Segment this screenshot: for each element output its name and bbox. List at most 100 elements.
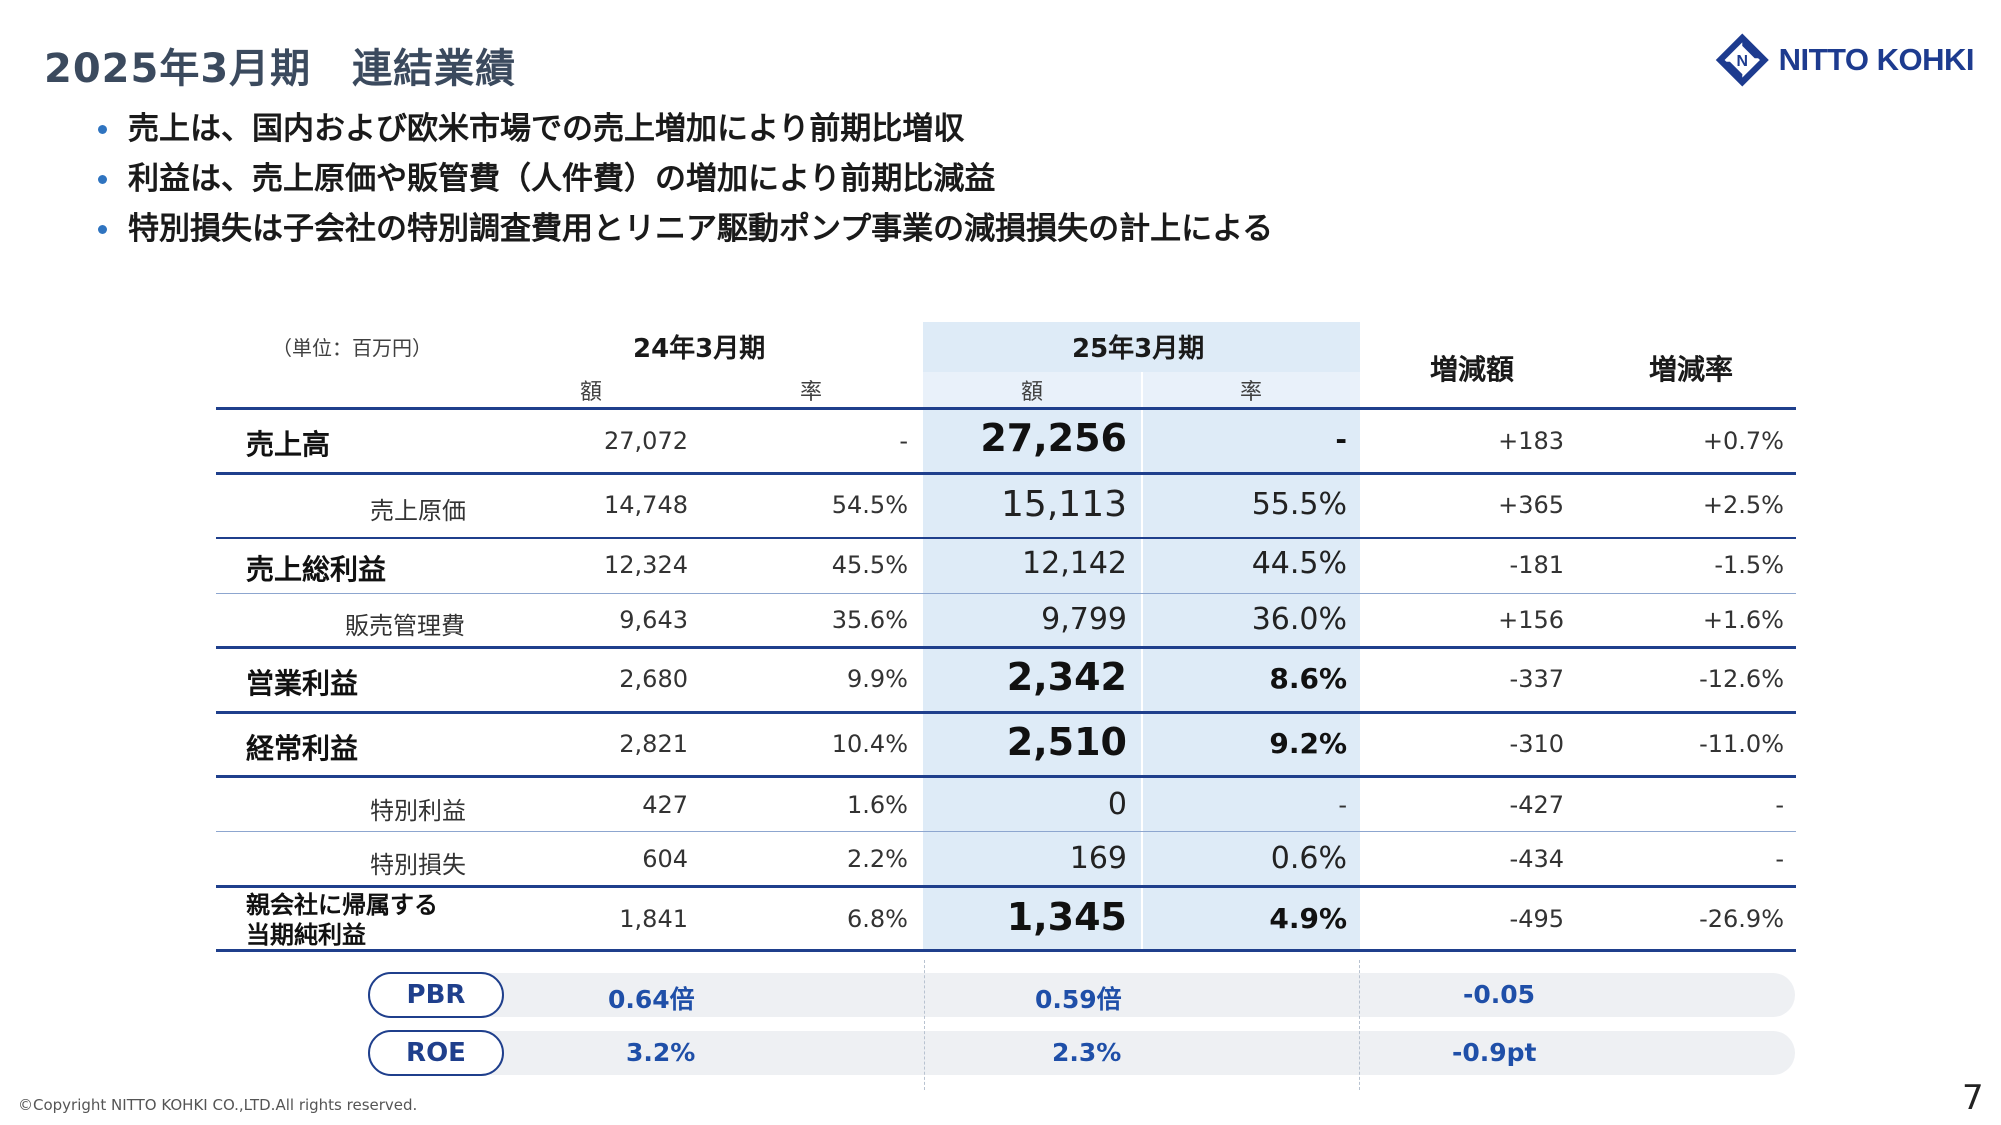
change-rate: -26.9% (1699, 905, 1784, 933)
prev-amount-header: 額 (580, 380, 603, 405)
prev-amount: 14,748 (604, 491, 688, 519)
curr-amount: 15,113 (1001, 484, 1127, 525)
row-label-net-income-line1: 親会社に帰属する (246, 891, 438, 919)
bullet-item: 売上は、国内および欧米市場での売上増加により前期比増収 (96, 104, 1273, 154)
curr-amount: 1,345 (1006, 895, 1127, 939)
prev-rate: - (899, 427, 908, 455)
table-rule (216, 646, 1796, 649)
summary-bullets: 売上は、国内および欧米市場での売上増加により前期比増収 利益は、売上原価や販管費… (96, 104, 1273, 254)
table-rule (216, 407, 1796, 410)
curr-amount: 0 (1107, 787, 1127, 822)
curr-rate: 44.5% (1251, 546, 1347, 581)
change-amount: -427 (1509, 791, 1564, 819)
prev-rate: 45.5% (831, 551, 908, 579)
prev-amount: 604 (642, 845, 688, 873)
row-label-extraordinary-loss: 特別損失 (370, 851, 466, 879)
roe-row-band (375, 1031, 1795, 1075)
roe-tag: ROE (368, 1030, 504, 1076)
pbr-prev: 0.64倍 (608, 985, 695, 1014)
change-amount: -310 (1509, 730, 1564, 758)
prev-amount: 1,841 (619, 905, 688, 933)
change-rate: +0.7% (1702, 427, 1784, 455)
pbr-tag: PBR (368, 972, 504, 1018)
change-rate: +1.6% (1702, 606, 1784, 634)
company-logo: N NITTO KOHKI (1714, 28, 1975, 92)
roe-change: -0.9pt (1452, 1038, 1537, 1067)
curr-amount: 2,510 (1006, 720, 1127, 764)
change-amount: -337 (1509, 665, 1564, 693)
prev-rate: 10.4% (831, 730, 908, 758)
curr-rate: - (1335, 423, 1347, 456)
change-rate: -11.0% (1699, 730, 1784, 758)
table-rule (216, 831, 1796, 832)
curr-amount-header: 額 (1021, 380, 1044, 405)
prev-amount: 2,680 (619, 665, 688, 693)
change-amount: +183 (1498, 427, 1564, 455)
logo-text: NITTO KOHKI (1778, 42, 1975, 77)
curr-rate: - (1338, 791, 1347, 819)
row-label-ordinary-profit: 経常利益 (246, 732, 359, 765)
curr-amount: 27,256 (980, 416, 1127, 460)
change-rate: -1.5% (1714, 551, 1784, 579)
change-rate: +2.5% (1702, 491, 1784, 519)
curr-rate: 8.6% (1269, 662, 1347, 695)
bullet-item: 特別損失は子会社の特別調査費用とリニア駆動ポンプ事業の減損損失の計上による (96, 204, 1273, 254)
roe-prev: 3.2% (626, 1038, 696, 1067)
change-amount-header: 増減額 (1430, 353, 1515, 386)
table-rule (216, 711, 1796, 714)
pbr-change: -0.05 (1463, 980, 1536, 1009)
page-title: 2025年3月期 連結業績 (44, 46, 517, 92)
page-number: 7 (1962, 1078, 1984, 1118)
change-amount: -434 (1509, 845, 1564, 873)
row-label-net-sales: 売上高 (246, 428, 331, 461)
curr-amount: 12,142 (1022, 546, 1127, 581)
curr-rate: 55.5% (1251, 487, 1347, 522)
unit-label: （単位：百万円） (272, 336, 432, 360)
prev-rate: 54.5% (831, 491, 908, 519)
metrics-divider (1359, 960, 1360, 1090)
row-label-operating-profit: 営業利益 (246, 667, 359, 700)
prev-rate: 9.9% (847, 665, 908, 693)
change-amount: +156 (1498, 606, 1564, 634)
row-label-gross-profit: 売上総利益 (246, 553, 387, 586)
change-amount: -181 (1509, 551, 1564, 579)
row-label-net-income-line2: 当期純利益 (246, 921, 366, 949)
roe-curr: 2.3% (1052, 1038, 1122, 1067)
table-rule (216, 472, 1796, 475)
table-rule (216, 949, 1796, 952)
bullet-item: 利益は、売上原価や販管費（人件費）の増加により前期比減益 (96, 154, 1273, 204)
copyright-notice: ©Copyright NITTO KOHKI CO.,LTD.All right… (18, 1096, 418, 1114)
curr-rate-header: 率 (1240, 380, 1263, 405)
prev-period-header: 24年3月期 (633, 334, 766, 364)
nitto-kohki-logo-icon: N (1715, 33, 1769, 87)
change-rate: -12.6% (1699, 665, 1784, 693)
prev-amount: 27,072 (604, 427, 688, 455)
curr-rate: 36.0% (1251, 602, 1347, 637)
metrics-divider (924, 960, 925, 1090)
change-rate: - (1775, 845, 1784, 873)
table-rule (216, 593, 1796, 594)
curr-rate: 0.6% (1270, 841, 1347, 876)
current-period-divider (1141, 372, 1143, 950)
row-label-extraordinary-income: 特別利益 (370, 797, 466, 825)
curr-rate: 9.2% (1269, 727, 1347, 760)
table-rule (216, 537, 1796, 539)
row-label-net-income: 親会社に帰属する 当期純利益 (246, 890, 438, 950)
change-rate: - (1775, 791, 1784, 819)
prev-rate: 1.6% (847, 791, 908, 819)
change-rate-header: 増減率 (1649, 353, 1734, 386)
prev-rate: 2.2% (847, 845, 908, 873)
prev-amount: 427 (642, 791, 688, 819)
prev-amount: 12,324 (604, 551, 688, 579)
curr-amount: 9,799 (1041, 602, 1127, 637)
row-label-sga: 販売管理費 (345, 612, 465, 640)
change-amount: -495 (1509, 905, 1564, 933)
prev-rate-header: 率 (800, 380, 823, 405)
prev-amount: 9,643 (619, 606, 688, 634)
svg-text:N: N (1737, 53, 1748, 70)
table-rule (216, 885, 1796, 888)
curr-amount: 169 (1069, 841, 1127, 876)
table-rule (216, 775, 1796, 778)
row-label-cost-of-sales: 売上原価 (370, 497, 466, 525)
pbr-curr: 0.59倍 (1035, 985, 1122, 1014)
